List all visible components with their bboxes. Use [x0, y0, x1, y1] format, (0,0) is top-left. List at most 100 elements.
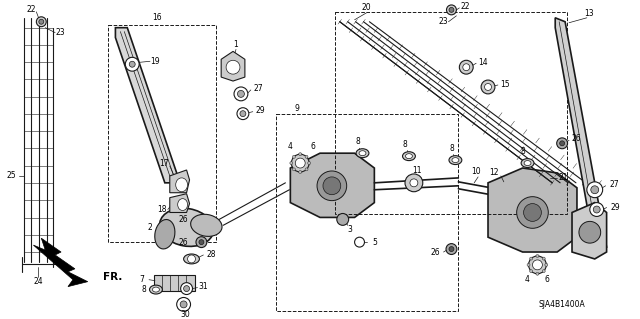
Ellipse shape — [579, 221, 601, 243]
Text: 19: 19 — [150, 57, 160, 66]
Ellipse shape — [176, 178, 188, 192]
Circle shape — [542, 270, 545, 273]
Circle shape — [559, 141, 564, 146]
Circle shape — [527, 263, 530, 266]
Ellipse shape — [516, 197, 548, 228]
Text: 26: 26 — [179, 238, 188, 247]
Circle shape — [308, 162, 310, 165]
Ellipse shape — [150, 285, 163, 294]
Circle shape — [591, 186, 598, 194]
Circle shape — [129, 61, 135, 67]
Circle shape — [36, 17, 46, 27]
Circle shape — [240, 111, 246, 117]
Text: 30: 30 — [180, 310, 191, 319]
Text: 8: 8 — [520, 147, 525, 156]
Ellipse shape — [524, 160, 531, 166]
Text: 12: 12 — [489, 168, 499, 177]
Polygon shape — [221, 51, 245, 81]
Circle shape — [299, 153, 301, 156]
Polygon shape — [488, 168, 577, 252]
Text: 21: 21 — [558, 174, 568, 182]
Ellipse shape — [449, 156, 462, 165]
Text: 10: 10 — [471, 167, 481, 176]
Circle shape — [226, 60, 240, 74]
Circle shape — [449, 7, 454, 12]
Circle shape — [593, 206, 600, 213]
Circle shape — [410, 179, 418, 187]
Circle shape — [463, 64, 470, 71]
Circle shape — [291, 154, 309, 172]
Text: FR.: FR. — [103, 272, 122, 282]
Circle shape — [125, 57, 139, 71]
Ellipse shape — [184, 254, 200, 264]
Circle shape — [196, 220, 207, 231]
Text: 6: 6 — [545, 275, 550, 284]
Text: 26: 26 — [571, 134, 580, 143]
Bar — [335, 12, 567, 214]
Text: 17: 17 — [159, 159, 169, 167]
Text: 22: 22 — [27, 5, 36, 14]
Text: SJA4B1400A: SJA4B1400A — [539, 300, 586, 309]
Text: 20: 20 — [362, 4, 371, 12]
Circle shape — [299, 170, 301, 174]
Circle shape — [532, 260, 542, 270]
Circle shape — [199, 240, 204, 245]
Circle shape — [545, 263, 548, 266]
Text: 8: 8 — [449, 144, 454, 153]
Text: 27: 27 — [610, 180, 620, 189]
Circle shape — [481, 80, 495, 94]
Text: 8: 8 — [141, 285, 147, 294]
Circle shape — [295, 158, 305, 168]
Ellipse shape — [356, 149, 369, 158]
Text: 25: 25 — [7, 171, 17, 181]
Text: 23: 23 — [55, 28, 65, 37]
Circle shape — [449, 247, 454, 251]
Polygon shape — [572, 203, 607, 259]
Text: 27: 27 — [254, 85, 264, 93]
Circle shape — [237, 108, 249, 120]
Circle shape — [184, 286, 189, 292]
Circle shape — [188, 255, 195, 263]
Text: 18: 18 — [157, 205, 166, 214]
Bar — [108, 25, 216, 242]
Text: 5: 5 — [372, 238, 377, 247]
Ellipse shape — [359, 151, 366, 156]
Text: 9: 9 — [295, 104, 300, 113]
Ellipse shape — [178, 199, 188, 211]
Circle shape — [237, 90, 244, 97]
Circle shape — [460, 60, 473, 74]
Text: 26: 26 — [179, 215, 188, 224]
Circle shape — [39, 19, 44, 24]
Text: 14: 14 — [478, 58, 488, 67]
Circle shape — [292, 155, 296, 158]
Circle shape — [196, 237, 207, 248]
Text: 22: 22 — [461, 3, 470, 11]
Text: 1: 1 — [234, 40, 238, 49]
Polygon shape — [556, 18, 607, 249]
Circle shape — [536, 272, 539, 275]
Circle shape — [587, 182, 603, 198]
Text: 2: 2 — [148, 223, 152, 232]
Bar — [276, 114, 458, 311]
Text: 3: 3 — [348, 225, 352, 234]
Text: 29: 29 — [256, 106, 266, 115]
Circle shape — [557, 138, 568, 149]
Text: 7: 7 — [140, 275, 145, 284]
Text: 29: 29 — [611, 203, 620, 212]
Circle shape — [530, 270, 532, 273]
Ellipse shape — [191, 214, 222, 236]
Ellipse shape — [524, 204, 541, 221]
Ellipse shape — [155, 219, 175, 249]
Polygon shape — [291, 153, 374, 218]
Text: 13: 13 — [584, 9, 594, 18]
Text: 26: 26 — [431, 248, 440, 256]
Ellipse shape — [323, 177, 340, 195]
Text: 8: 8 — [403, 140, 408, 149]
Circle shape — [529, 256, 547, 274]
Circle shape — [446, 244, 457, 255]
Ellipse shape — [403, 152, 415, 160]
Ellipse shape — [159, 208, 214, 246]
Circle shape — [305, 168, 308, 171]
Circle shape — [405, 174, 423, 192]
Circle shape — [355, 237, 364, 247]
